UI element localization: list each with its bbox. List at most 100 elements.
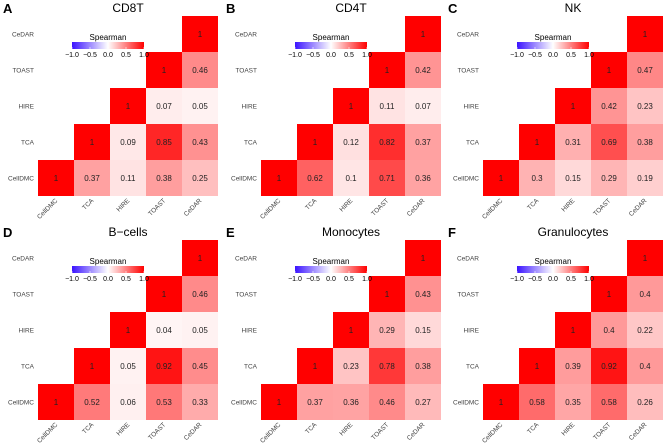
column-label: HIRE	[560, 197, 576, 213]
row-label: TOAST	[235, 68, 257, 75]
cell-value-label: 1	[162, 66, 167, 75]
cell-value-label: 0.39	[565, 362, 581, 371]
heatmap-cell	[146, 124, 182, 160]
cell-value-label: 1	[126, 326, 131, 335]
legend-tick-label: 0.5	[121, 276, 131, 283]
heatmap-cell	[405, 384, 441, 420]
heatmap-cell	[627, 348, 663, 384]
heatmap-cell	[38, 160, 74, 196]
column-label: TOAST	[370, 421, 390, 441]
cell-value-label: 0.52	[84, 398, 100, 407]
heatmap-cell	[297, 160, 333, 196]
heatmap-cell	[182, 384, 218, 420]
cell-value-label: 1	[90, 362, 95, 371]
legend-tick-label: −1.0	[65, 276, 79, 283]
panel-title: NK	[565, 1, 582, 15]
cell-value-label: 1	[571, 326, 576, 335]
column-label: CeDAR	[628, 197, 649, 218]
cell-value-label: 1	[349, 102, 354, 111]
heatmap-cell	[591, 160, 627, 196]
heatmap-cell	[555, 312, 591, 348]
row-label: HIRE	[241, 104, 257, 111]
cell-value-label: 1	[313, 138, 318, 147]
heatmap-cell	[483, 384, 519, 420]
cell-value-label: 0.27	[415, 398, 431, 407]
heatmap-cell	[627, 160, 663, 196]
legend-colorbar	[295, 266, 367, 273]
cell-value-label: 1	[126, 102, 131, 111]
panel-title: B−cells	[108, 225, 147, 239]
cell-value-label: 0.38	[637, 138, 653, 147]
heatmap-cell	[591, 276, 627, 312]
column-label: CeDAR	[406, 421, 427, 442]
heatmap-cell	[182, 348, 218, 384]
row-label: TCA	[466, 140, 480, 147]
column-label: TCA	[81, 421, 96, 436]
column-label: HIRE	[338, 421, 354, 437]
heatmap-cell	[110, 124, 146, 160]
cell-value-label: 0.4	[603, 326, 615, 335]
cell-value-label: 0.42	[601, 102, 617, 111]
cell-value-label: 1	[535, 138, 540, 147]
heatmap-cell	[146, 160, 182, 196]
cell-value-label: 0.46	[192, 290, 208, 299]
heatmap-cell	[297, 124, 333, 160]
heatmap-cell	[369, 348, 405, 384]
row-label: HIRE	[18, 328, 34, 335]
cell-value-label: 0.53	[156, 398, 172, 407]
row-label: CeDAR	[457, 32, 479, 39]
cell-value-label: 0.46	[379, 398, 395, 407]
heatmap-cell	[555, 124, 591, 160]
heatmap-cell	[369, 124, 405, 160]
row-label: TOAST	[235, 292, 257, 299]
heatmap-cell	[519, 124, 555, 160]
heatmap-cell	[182, 312, 218, 348]
heatmap-cell	[182, 88, 218, 124]
column-label: TOAST	[592, 421, 612, 441]
cell-value-label: 0.1	[345, 174, 357, 183]
column-label: CellDMC	[481, 421, 505, 445]
cell-value-label: 0.06	[120, 398, 136, 407]
legend-tick-label: −1.0	[510, 276, 524, 283]
cell-value-label: 0.38	[415, 362, 431, 371]
cell-value-label: 0.11	[380, 102, 396, 111]
column-label: CeDAR	[183, 197, 204, 218]
heatmap-cell	[519, 384, 555, 420]
legend-tick-label: 0.0	[548, 52, 558, 59]
heatmap-cell	[333, 348, 369, 384]
cell-value-label: 0.36	[415, 174, 431, 183]
panel-letter: C	[448, 1, 458, 16]
legend-title: Spearman	[535, 33, 572, 42]
cell-value-label: 0.35	[565, 398, 581, 407]
legend-tick-label: 0.5	[121, 52, 131, 59]
cell-value-label: 1	[421, 254, 426, 263]
cell-value-label: 0.29	[601, 174, 617, 183]
heatmap-panel: D B−cells 1 0.52 0.06 0.53 0.33 1 0.05 0.92 0.45 1 0…	[3, 225, 218, 445]
cell-value-label: 1	[535, 362, 540, 371]
cell-value-label: 0.45	[192, 362, 208, 371]
heatmap-cell	[297, 348, 333, 384]
heatmap-cell	[369, 52, 405, 88]
heatmap-cell	[555, 88, 591, 124]
column-label: CellDMC	[36, 197, 60, 221]
legend-tick-label: 0.5	[566, 52, 576, 59]
heatmap-cell	[627, 240, 663, 276]
heatmap-cell	[591, 52, 627, 88]
cell-value-label: 1	[643, 30, 648, 39]
cell-value-label: 0.12	[343, 138, 359, 147]
cell-value-label: 0.33	[192, 398, 208, 407]
heatmap-cell	[74, 384, 110, 420]
cell-value-label: 0.31	[565, 138, 581, 147]
row-label: TOAST	[457, 68, 479, 75]
panel-title: CD4T	[335, 1, 367, 15]
cell-value-label: 0.25	[192, 174, 208, 183]
heatmap-cell	[333, 160, 369, 196]
heatmap-cell	[405, 348, 441, 384]
panel-letter: B	[226, 1, 235, 16]
panel-letter: A	[3, 1, 13, 16]
heatmap-cell	[591, 312, 627, 348]
cell-value-label: 1	[607, 290, 612, 299]
row-label: CellDMC	[8, 400, 34, 407]
heatmap-cell	[182, 16, 218, 52]
heatmap-cell	[261, 160, 297, 196]
